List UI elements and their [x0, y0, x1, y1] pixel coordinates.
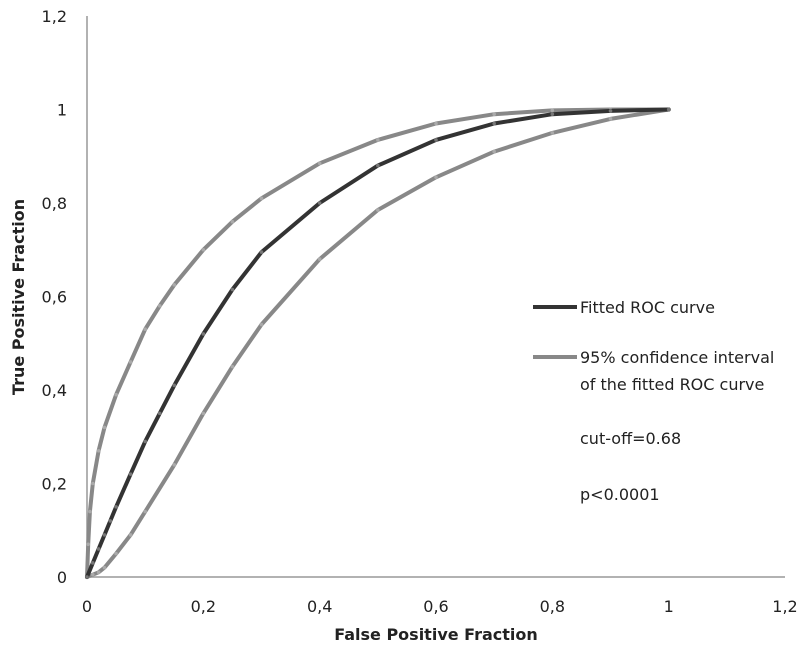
ci-point — [128, 533, 133, 537]
y-tick-label: 0,6 — [42, 288, 67, 307]
x-axis-title: False Positive Fraction — [334, 625, 538, 644]
ci-point — [88, 509, 92, 514]
fitted-roc-point — [91, 561, 95, 565]
x-tick-label: 0,2 — [191, 597, 216, 616]
ci-point — [102, 425, 107, 430]
ci-point — [96, 570, 101, 575]
legend-label-ci-line1: 95% confidence interval — [580, 348, 774, 367]
ci-point — [157, 304, 162, 308]
tick-labels: 0 0,2 0,4 0,6 0,8 1 1,2 0 0,2 0,4 0,6 0,8 1 1,2 — [42, 7, 798, 616]
ci-point — [201, 247, 206, 252]
ci-point — [317, 257, 322, 261]
ci-point — [91, 572, 95, 577]
annotation-cutoff: cut-off=0.68 — [580, 429, 681, 448]
ci-point — [550, 131, 555, 135]
legend-label-ci-line2: of the fitted ROC curve — [580, 375, 764, 394]
fitted-roc-line — [85, 107, 671, 579]
fitted-roc-point — [492, 121, 496, 126]
x-tick-label: 0,4 — [307, 597, 332, 616]
ci-point — [550, 108, 555, 113]
ci-point — [102, 565, 107, 570]
ci-point — [143, 509, 147, 514]
fitted-roc-point — [550, 112, 555, 116]
ci-point — [259, 322, 264, 327]
fitted-roc-point — [85, 575, 89, 579]
fitted-roc-point — [608, 109, 613, 113]
y-tick-label: 1,2 — [42, 7, 67, 26]
fitted-roc-point — [96, 547, 101, 551]
ci-point — [86, 542, 90, 547]
ci-point — [608, 117, 613, 121]
ci-point — [114, 392, 118, 397]
ci-point — [143, 327, 147, 332]
y-tick-label: 1 — [57, 101, 67, 120]
ci-point — [128, 360, 133, 364]
ci-point — [91, 481, 95, 486]
y-tick-label: 0,2 — [42, 475, 67, 494]
fitted-roc-point — [259, 250, 264, 254]
fitted-roc-point — [666, 107, 671, 112]
ci-point — [492, 112, 496, 116]
x-tick-label: 1 — [664, 597, 674, 616]
fitted-roc-point — [143, 439, 147, 444]
ci-point — [317, 161, 322, 166]
ci-upper-line — [85, 107, 671, 579]
x-tick-label: 0 — [82, 597, 92, 616]
x-tick-label: 0,8 — [540, 597, 565, 616]
fitted-roc-point — [434, 138, 438, 142]
ci-point — [434, 175, 438, 180]
y-tick-label: 0,4 — [42, 381, 67, 400]
fitted-roc-point — [128, 472, 133, 476]
ci-point — [172, 283, 177, 287]
ci-point — [230, 364, 235, 369]
fitted-roc-point — [230, 287, 235, 292]
series-layer — [85, 107, 671, 579]
ci-point — [492, 149, 496, 154]
fitted-roc-point — [157, 411, 162, 416]
legend-label-fitted: Fitted ROC curve — [580, 298, 715, 317]
ci-point — [376, 138, 380, 142]
fitted-roc-point — [201, 332, 206, 336]
x-tick-label: 1,2 — [772, 597, 797, 616]
annotation-p-value: p<0.0001 — [580, 485, 660, 504]
y-tick-label: 0,8 — [42, 194, 67, 213]
x-tick-label: 0,6 — [423, 597, 448, 616]
ci-point — [114, 551, 118, 556]
legend: Fitted ROC curve 95% confidence interval… — [533, 298, 774, 504]
fitted-roc-point — [102, 533, 107, 537]
fitted-roc-point — [317, 201, 322, 205]
ci-point — [259, 196, 264, 201]
y-tick-label: 0 — [57, 568, 67, 587]
fitted-roc-point — [108, 519, 113, 523]
fitted-roc-point — [376, 163, 380, 168]
fitted-roc-point — [114, 505, 118, 509]
ci-point — [96, 448, 101, 453]
ci-point — [434, 121, 438, 126]
fitted-roc-point — [172, 383, 177, 388]
ci-point — [230, 219, 235, 224]
ci-point — [201, 411, 206, 416]
ci-lower-line — [85, 107, 671, 579]
ci-point — [172, 463, 177, 467]
y-axis-title: True Positive Fraction — [9, 199, 28, 395]
ci-point — [376, 208, 380, 212]
